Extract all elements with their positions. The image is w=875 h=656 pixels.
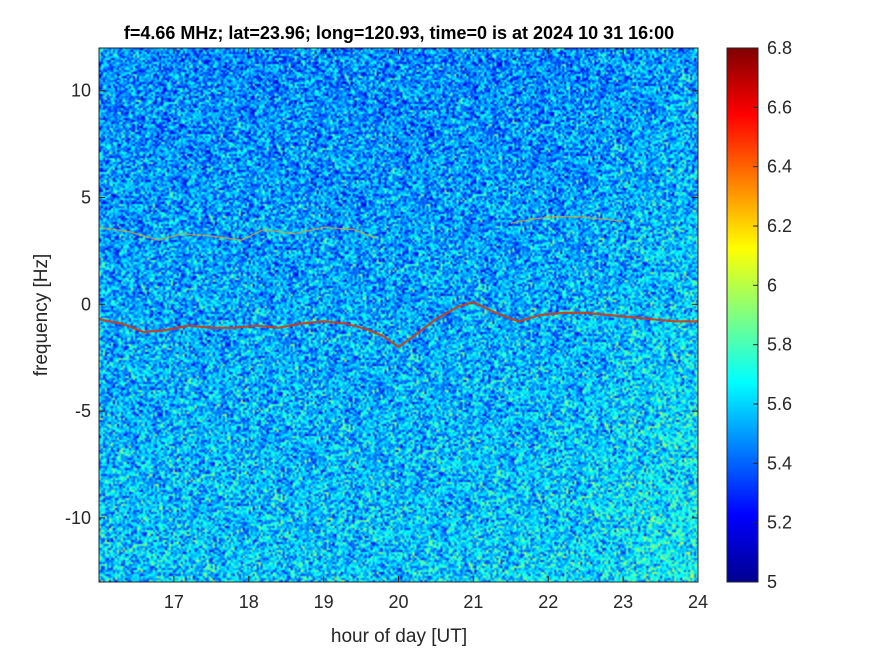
y-tick-label: 0	[81, 294, 91, 314]
x-tick-label: 23	[613, 592, 633, 612]
doppler-ridge-traces	[99, 216, 698, 349]
y-tick-label: 5	[81, 188, 91, 208]
y-axis-label: frequency [Hz]	[31, 254, 52, 377]
colorbar-tick-label: 5	[767, 572, 777, 592]
colorbar-tick-label: 5.2	[767, 513, 792, 533]
colorbar-tick-label: 6.4	[767, 157, 792, 177]
colorbar-tick-label: 5.6	[767, 394, 792, 414]
x-axis-ticks: 17 18 19 20 21 22 23 24	[164, 48, 708, 612]
x-tick-label: 20	[388, 592, 408, 612]
colorbar-tick-label: 6.6	[767, 97, 792, 117]
colorbar-tick-label: 6.8	[767, 38, 792, 58]
x-tick-label: 21	[463, 592, 483, 612]
x-axis-label: hour of day [UT]	[331, 626, 467, 647]
ridge-trace-1	[99, 318, 384, 338]
ridge-trace-3	[99, 226, 377, 241]
x-tick-label: 17	[164, 592, 184, 612]
colorbar-ticks: 6.8 6.6 6.4 6.2 6 5.8 5.6 5.4 5.2 5	[753, 38, 792, 592]
colorbar-tick-label: 6.2	[767, 216, 792, 236]
colorbar-tick-label: 5.4	[767, 453, 792, 473]
x-tick-label: 24	[688, 592, 708, 612]
colorbar-frame	[726, 47, 759, 583]
chart-title: f=4.66 MHz; lat=23.96; long=120.93, time…	[124, 23, 674, 43]
x-tick-label: 19	[314, 592, 334, 612]
y-tick-label: -5	[75, 401, 91, 421]
y-tick-label: 10	[71, 81, 91, 101]
x-tick-label: 22	[538, 592, 558, 612]
y-tick-label: -10	[65, 508, 91, 528]
plot-area: 17 18 19 20 21 22 23 24 10 5 0 -5 -10	[65, 47, 708, 612]
ridge-trace-4	[510, 216, 624, 224]
ridge-trace-2	[382, 301, 698, 349]
colorbar-tick-label: 5.8	[767, 335, 792, 355]
y-axis-ticks: 10 5 0 -5 -10	[65, 81, 698, 528]
x-tick-label: 18	[239, 592, 259, 612]
colorbar-tick-label: 6	[767, 275, 777, 295]
colorbar: 6.8 6.6 6.4 6.2 6 5.8 5.6 5.4 5.2 5	[726, 38, 792, 592]
colorbar-gradient	[727, 48, 758, 582]
